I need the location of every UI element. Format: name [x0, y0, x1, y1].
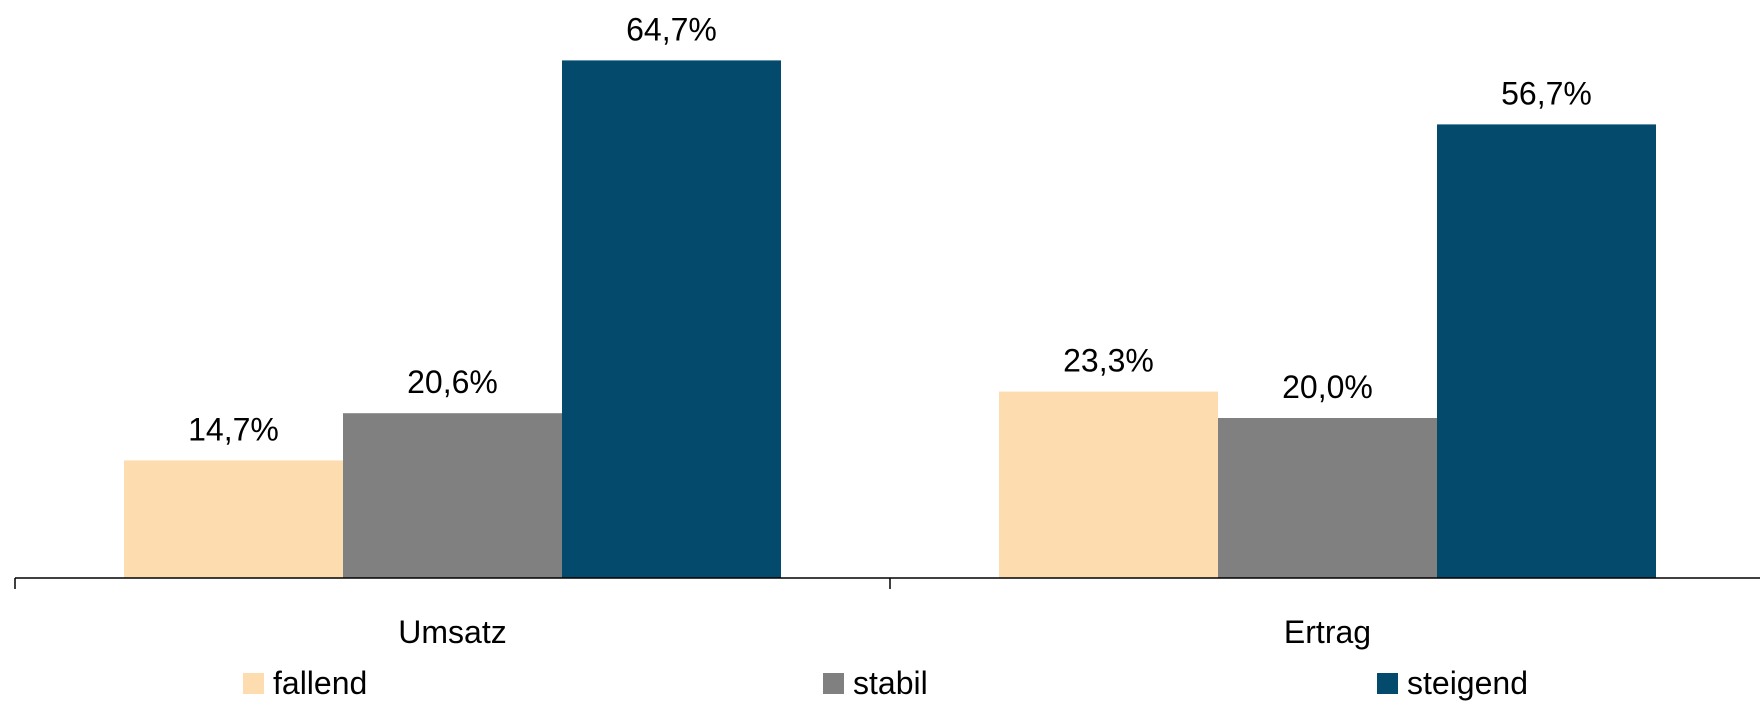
x-axis: Umsatz Ertrag [14, 577, 1760, 650]
bar-fallend-ertrag [999, 391, 1218, 578]
category-label-ertrag: Ertrag [1284, 614, 1371, 650]
data-label-steigend-ertrag: 56,7% [1501, 75, 1592, 111]
data-label-steigend-umsatz: 64,7% [626, 11, 717, 47]
bar-stabil-umsatz [343, 413, 562, 578]
legend-label-stabil: stabil [853, 665, 928, 701]
bar-steigend-ertrag [1437, 124, 1656, 579]
data-label-fallend-ertrag: 23,3% [1063, 343, 1154, 379]
legend-label-fallend: fallend [273, 665, 367, 701]
bar-steigend-umsatz [562, 60, 781, 578]
category-label-umsatz: Umsatz [398, 614, 506, 650]
legend-swatch-stabil [823, 673, 844, 694]
legend-label-steigend: steigend [1407, 665, 1528, 701]
data-label-fallend-umsatz: 14,7% [188, 411, 279, 447]
bars-layer [124, 60, 1656, 579]
legend-swatch-fallend [243, 673, 264, 694]
data-label-stabil-umsatz: 20,6% [407, 364, 498, 400]
data-label-stabil-ertrag: 20,0% [1282, 369, 1373, 405]
data-labels-layer: 14,7% 20,6% 64,7% 23,3% 20,0% 56,7% [188, 11, 1592, 447]
bar-fallend-umsatz [124, 460, 343, 578]
legend: fallend stabil steigend [243, 665, 1528, 701]
bar-stabil-ertrag [1218, 418, 1437, 578]
legend-swatch-steigend [1377, 673, 1398, 694]
